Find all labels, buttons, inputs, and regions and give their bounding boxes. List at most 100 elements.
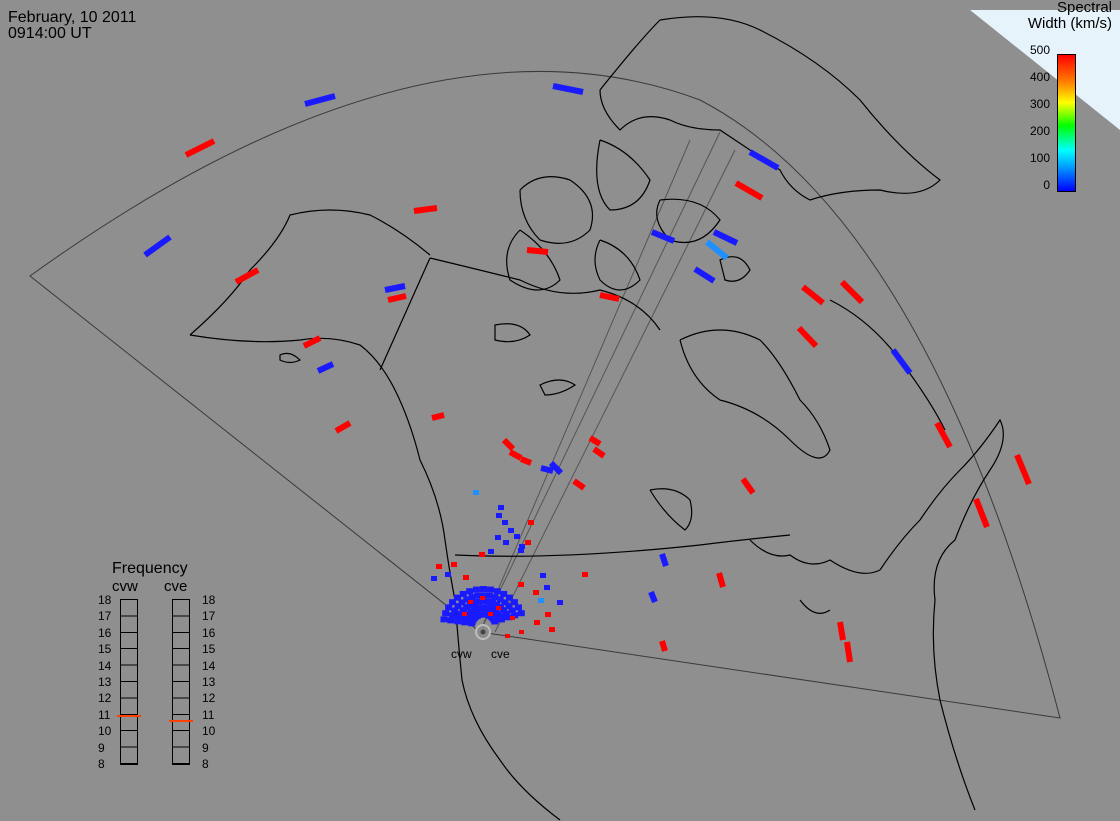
echo-cell bbox=[473, 490, 479, 495]
frequency-scale-label: 8 bbox=[202, 757, 209, 771]
echo-cell bbox=[493, 601, 501, 608]
echo-cell bbox=[479, 552, 485, 557]
frequency-marker-cve bbox=[169, 720, 193, 723]
echo-cell bbox=[517, 610, 525, 617]
echo-cell bbox=[480, 592, 487, 599]
echo-cell bbox=[488, 549, 494, 554]
echo-cell bbox=[455, 614, 463, 621]
echo-cell bbox=[659, 553, 669, 567]
frequency-column-cvw bbox=[120, 599, 138, 765]
echo-cell bbox=[445, 604, 453, 611]
echo-cell bbox=[659, 640, 668, 652]
echo-cell bbox=[497, 616, 505, 623]
echo-cell bbox=[445, 572, 451, 577]
radar-site-center bbox=[480, 629, 486, 635]
station-label-cve: cve bbox=[491, 647, 510, 661]
frequency-scale-label: 10 bbox=[98, 724, 112, 739]
echo-cell bbox=[533, 590, 539, 595]
colorbar-tick-500: 500 bbox=[1029, 43, 1050, 57]
frequency-column-cve bbox=[172, 599, 190, 765]
frequency-scale-label: 8 bbox=[98, 757, 105, 771]
echo-cell bbox=[549, 627, 555, 632]
echo-cell bbox=[234, 267, 260, 285]
echo-cell bbox=[592, 446, 606, 459]
echo-cell bbox=[304, 93, 336, 107]
echo-cell bbox=[588, 435, 602, 447]
echo-cell bbox=[844, 641, 853, 663]
echo-cell bbox=[528, 520, 534, 525]
echo-cell bbox=[487, 586, 495, 593]
echo-cell bbox=[518, 548, 524, 553]
echo-cell bbox=[454, 603, 462, 610]
echo-cell bbox=[451, 607, 459, 614]
echo-cell bbox=[463, 604, 471, 611]
echo-cell bbox=[545, 612, 551, 617]
echo-cell bbox=[839, 279, 865, 305]
echo-cell bbox=[468, 594, 476, 601]
colorbar-title-line2: Width (km/s) bbox=[1027, 15, 1112, 32]
echo-cell bbox=[505, 594, 513, 601]
echo-cell bbox=[538, 598, 544, 603]
echo-cell bbox=[511, 612, 519, 619]
colorbar-tick-100: 100 bbox=[1029, 151, 1050, 165]
frequency-scale-label: 15 bbox=[202, 642, 216, 657]
echo-cell bbox=[734, 180, 764, 201]
echo-cell bbox=[748, 149, 780, 171]
echo-cell bbox=[143, 234, 172, 258]
echo-cell bbox=[488, 600, 496, 607]
echo-cell bbox=[514, 604, 522, 611]
radar-echoes bbox=[143, 83, 1032, 663]
echo-cell bbox=[474, 592, 482, 599]
echo-cell bbox=[500, 590, 508, 597]
beam-line bbox=[479, 139, 691, 633]
frequency-scale-label: 16 bbox=[202, 625, 216, 640]
echo-cell bbox=[472, 586, 480, 593]
echo-cell bbox=[463, 596, 471, 603]
frequency-scale-label: 9 bbox=[202, 740, 209, 755]
colorbar-tick-200: 200 bbox=[1029, 124, 1050, 138]
echo-cell bbox=[466, 601, 474, 608]
echo-cell bbox=[468, 600, 473, 604]
echo-cell bbox=[504, 614, 512, 621]
echo-cell bbox=[431, 576, 437, 581]
echo-cell bbox=[534, 620, 540, 625]
frequency-radar-cvw: cvw bbox=[112, 578, 138, 595]
echo-cell bbox=[484, 598, 492, 605]
echo-cell bbox=[491, 618, 499, 625]
echo-cell bbox=[740, 477, 756, 495]
echo-cell bbox=[436, 564, 442, 569]
map-edge-wedge bbox=[970, 10, 1120, 130]
echo-cell bbox=[572, 478, 586, 491]
colorbar-title-line1: Spectral bbox=[1056, 0, 1112, 16]
echo-cell bbox=[462, 612, 467, 616]
echo-cell bbox=[493, 588, 501, 595]
echo-cell bbox=[552, 83, 584, 95]
echo-cell bbox=[454, 594, 462, 601]
echo-cell bbox=[480, 586, 487, 592]
echo-cell bbox=[1014, 453, 1032, 486]
frequency-scale-label: 17 bbox=[98, 609, 112, 624]
echo-cell bbox=[454, 618, 462, 625]
date-label: February, 10 2011 bbox=[8, 9, 137, 26]
echo-cell bbox=[387, 293, 407, 303]
echo-cell bbox=[548, 460, 564, 476]
echo-cell bbox=[540, 465, 554, 474]
colorbar-tick-300: 300 bbox=[1029, 97, 1050, 111]
beam-line bbox=[494, 149, 736, 633]
time-label: 0914:00 UT bbox=[8, 25, 92, 42]
frequency-radar-cve: cve bbox=[164, 578, 188, 595]
echo-cell bbox=[582, 572, 588, 577]
echo-cell bbox=[184, 138, 216, 158]
echo-cell bbox=[519, 456, 533, 466]
frequency-scale-label: 10 bbox=[202, 724, 216, 739]
echo-cell bbox=[648, 590, 658, 604]
frequency-scale-label: 11 bbox=[98, 707, 111, 722]
frequency-scale-label: 14 bbox=[98, 658, 112, 673]
echo-cell bbox=[457, 610, 465, 617]
echo-cell bbox=[510, 599, 518, 606]
coastlines bbox=[189, 16, 1004, 821]
echo-cell bbox=[518, 582, 524, 587]
echo-cell bbox=[890, 348, 913, 375]
station-label-cvw: cvw bbox=[451, 647, 472, 661]
